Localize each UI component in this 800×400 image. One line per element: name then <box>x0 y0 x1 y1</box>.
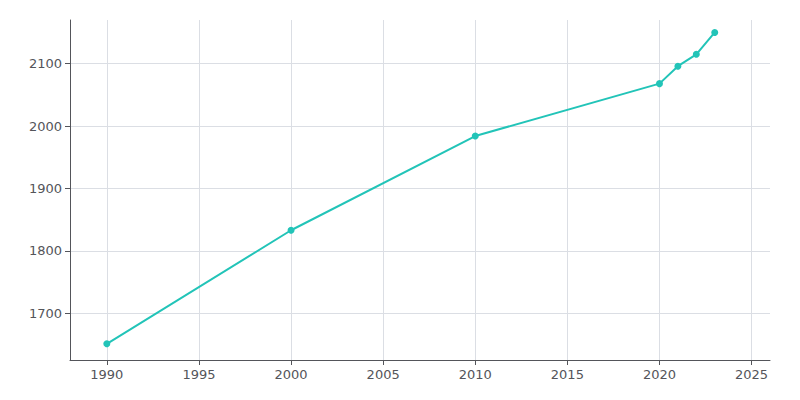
svg-text:1900: 1900 <box>29 181 62 196</box>
svg-text:1990: 1990 <box>90 367 123 382</box>
svg-text:1700: 1700 <box>29 306 62 321</box>
svg-text:2100: 2100 <box>29 56 62 71</box>
svg-text:2020: 2020 <box>643 367 676 382</box>
svg-text:2000: 2000 <box>29 119 62 134</box>
svg-text:2010: 2010 <box>459 367 492 382</box>
svg-text:1800: 1800 <box>29 243 62 258</box>
svg-text:2025: 2025 <box>735 367 768 382</box>
svg-text:1995: 1995 <box>182 367 215 382</box>
svg-text:2000: 2000 <box>275 367 308 382</box>
svg-text:2005: 2005 <box>367 367 400 382</box>
svg-text:2015: 2015 <box>551 367 584 382</box>
